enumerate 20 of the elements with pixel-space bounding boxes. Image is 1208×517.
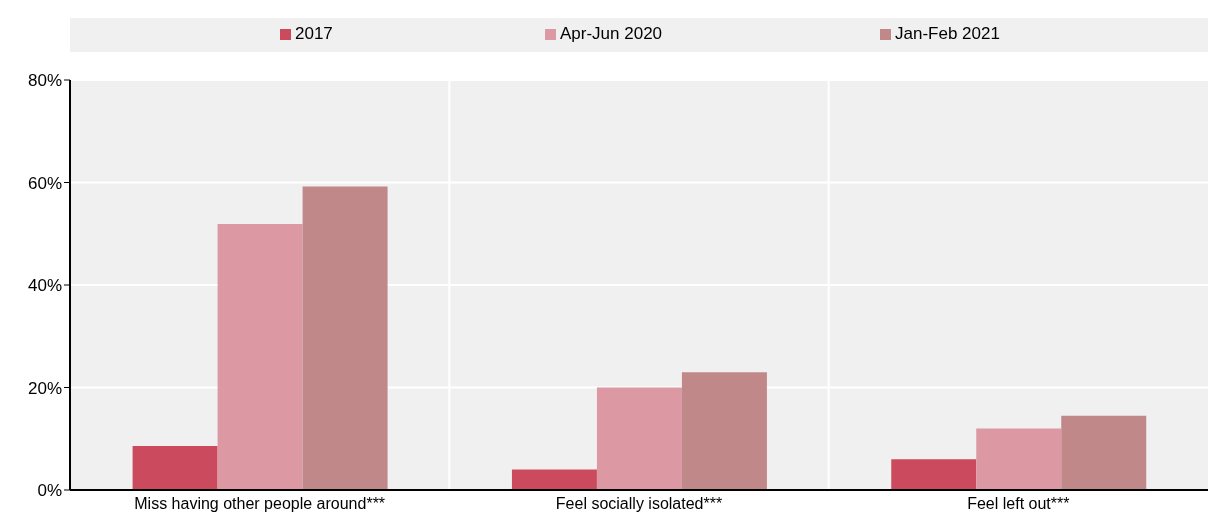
bar	[681, 372, 767, 490]
legend-label: 2017	[295, 24, 333, 44]
bar	[596, 387, 682, 490]
bar	[976, 428, 1062, 490]
y-tick-label: 40%	[27, 276, 62, 296]
y-tick-label: 60%	[27, 173, 62, 193]
x-tick-label: Miss having other people around***	[134, 495, 386, 513]
legend-label: Apr-Jun 2020	[560, 24, 663, 44]
bar	[302, 186, 388, 490]
y-tick-label: 20%	[27, 378, 62, 398]
bar	[1061, 415, 1147, 490]
x-tick-label: Feel left out***	[967, 495, 1070, 513]
bar	[132, 445, 218, 490]
y-tick-label: 80%	[27, 71, 62, 91]
bar	[511, 469, 597, 490]
y-tick-label: 0%	[37, 481, 62, 501]
bar	[891, 459, 977, 490]
x-tick-label: Feel socially isolated***	[555, 495, 723, 513]
legend-label: Jan-Feb 2021	[895, 24, 1000, 44]
bar	[217, 224, 303, 490]
